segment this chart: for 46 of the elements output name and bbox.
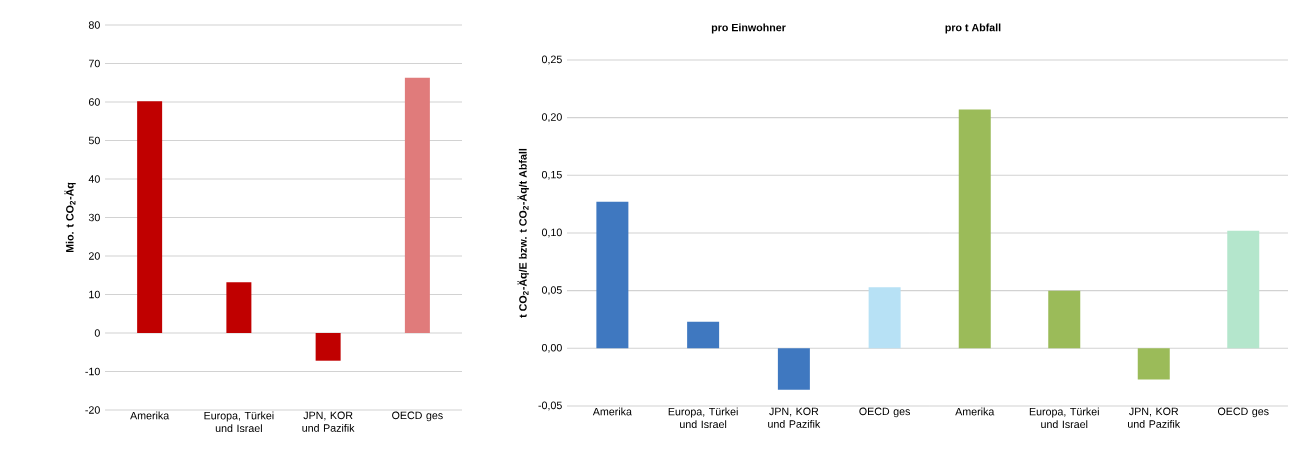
x-tick-label: Europa, Türkei und Israel bbox=[204, 411, 274, 433]
x-tick-label: Europa, Türkei und Israel bbox=[1029, 407, 1099, 429]
y-tick-label: 10 bbox=[89, 290, 100, 299]
x-tick-label: Amerika bbox=[130, 411, 170, 420]
x-tick-label: JPN, KOR und Pazifik bbox=[302, 411, 355, 432]
bar bbox=[777, 348, 810, 390]
y-tick-label: 0,15 bbox=[541, 170, 562, 180]
y-axis-title: t CO$_{2}$-Äq/E bzw. t CO$_{2}$-Äq/t Abfall bbox=[517, 148, 529, 318]
y-tick-label: -20 bbox=[85, 406, 100, 414]
y-tick-label: 60 bbox=[88, 98, 100, 106]
bar bbox=[596, 201, 629, 349]
y-tick-label: 0,05 bbox=[541, 286, 562, 296]
y-tick-label: 70 bbox=[88, 59, 100, 68]
y-axis-title: Mio. t CO$_{2}$-Äq bbox=[64, 182, 76, 253]
x-tick-label: JPN, KOR und Pazifik bbox=[1128, 407, 1181, 428]
x-tick-label: Amerika bbox=[592, 407, 632, 416]
bar bbox=[1137, 348, 1170, 380]
bar bbox=[1227, 230, 1260, 349]
x-tick-label: OECD ges bbox=[859, 407, 911, 418]
y-tick-label: -0,05 bbox=[538, 401, 562, 411]
x-tick-label: Europa, Türkei und Israel bbox=[668, 407, 738, 429]
y-tick-label: 20 bbox=[88, 252, 100, 260]
y-tick-label: -10 bbox=[85, 367, 100, 376]
y-tick-label: 0,00 bbox=[541, 343, 562, 353]
bar bbox=[1048, 290, 1081, 349]
y-tick-label: 40 bbox=[88, 175, 100, 183]
bar bbox=[687, 321, 720, 349]
x-tick-label: OECD ges bbox=[1217, 407, 1269, 418]
x-tick-label: Amerika bbox=[955, 407, 995, 416]
y-tick-label: 50 bbox=[88, 136, 100, 145]
y-tick-label: 0 bbox=[94, 329, 100, 337]
chart-title: pro Einwohner bbox=[711, 23, 786, 34]
chart-title: pro t Abfall bbox=[945, 23, 1001, 34]
bar bbox=[958, 109, 991, 349]
y-tick-label: 0,20 bbox=[541, 113, 562, 123]
bar bbox=[868, 287, 901, 349]
bar bbox=[404, 77, 430, 333]
x-tick-label: OECD ges bbox=[392, 411, 443, 422]
y-tick-label: 80 bbox=[88, 21, 100, 29]
y-tick-label: 0,10 bbox=[541, 228, 562, 238]
bar bbox=[226, 282, 252, 333]
y-tick-label: 0,25 bbox=[541, 55, 562, 65]
bar bbox=[315, 332, 341, 361]
bar bbox=[137, 101, 163, 333]
x-tick-label: JPN, KOR und Pazifik bbox=[768, 407, 821, 428]
y-tick-label: 30 bbox=[88, 213, 100, 222]
